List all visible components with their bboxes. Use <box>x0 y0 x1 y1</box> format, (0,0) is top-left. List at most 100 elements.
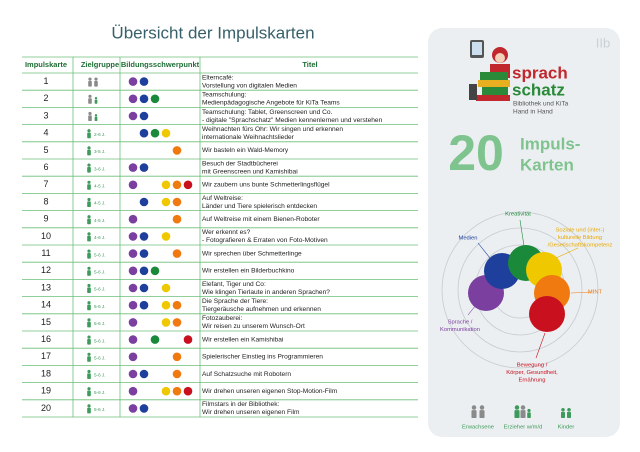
icon-head <box>88 111 92 116</box>
icon-head <box>479 405 485 410</box>
focus-dot <box>128 386 138 396</box>
icon-head <box>514 405 520 410</box>
card-number: 10 <box>41 231 51 241</box>
icon-body <box>87 287 91 293</box>
card-number: 2 <box>43 93 48 103</box>
legend-label: Erwachsene <box>462 425 494 431</box>
icon-head <box>561 407 565 412</box>
card-number: 6 <box>43 162 48 172</box>
icon-head <box>87 197 91 202</box>
focus-dot <box>172 146 182 155</box>
card-title: internationale Weihnachtslieder <box>202 134 295 141</box>
card-title: Elefant, Tiger und Co: <box>202 281 266 288</box>
icon-body <box>514 410 520 418</box>
target-group-icon <box>87 404 91 414</box>
target-group-icon <box>88 111 98 121</box>
area-label: Kommunikation <box>440 327 480 333</box>
area-label: Körper, Gesundheit, <box>506 370 558 376</box>
card-title: Wir zaubern uns bunte Schmetterlingsflüg… <box>202 182 330 189</box>
focus-dot <box>183 180 193 190</box>
target-group-icon <box>87 352 91 362</box>
target-group-icon <box>88 94 98 104</box>
card-title: Teamschulung: <box>202 92 247 99</box>
focus-dot <box>161 128 171 138</box>
column-header: Bildungsschwerpunkt <box>121 60 200 69</box>
icon-head <box>88 94 92 98</box>
target-group-icon <box>87 283 91 293</box>
focus-dot <box>128 232 138 241</box>
overview-table: Impulskarte Zielgruppe Bildungsschwerpunkt… <box>22 56 418 418</box>
card-title: Auf Weltreise: <box>202 195 243 202</box>
logo-tagline: Bibliothek und KiTa <box>513 101 569 108</box>
focus-dot <box>172 352 182 362</box>
target-group-icon <box>87 197 91 207</box>
card-count: 20 <box>448 125 504 181</box>
area-label: Kreativität <box>505 212 531 218</box>
card-title: Tiergeräusche aufnehmen und erkennen <box>202 306 321 313</box>
age-range: 5-6 J. <box>94 304 106 309</box>
legend-icon <box>514 405 531 418</box>
icon-body <box>88 81 92 87</box>
icon-head <box>87 129 91 133</box>
icon-head <box>87 335 91 339</box>
icon-body <box>87 201 91 207</box>
icon-head <box>87 387 91 391</box>
card-title: Teamschulung: Tablet, Greenscreen und Co… <box>202 109 333 116</box>
icon-head <box>94 114 98 117</box>
card-title: Wir reisen zu unserem Wunsch-Ort <box>202 323 305 330</box>
focus-dot <box>139 128 149 138</box>
area-label: Medien <box>458 236 477 242</box>
focus-dot <box>128 300 138 310</box>
column-header: Impulskarte <box>25 60 67 69</box>
count-label: Impuls- <box>520 134 580 153</box>
legend-icon <box>561 407 571 418</box>
icon-body <box>520 410 526 418</box>
card-number: 4 <box>43 128 48 138</box>
focus-dot <box>139 300 149 310</box>
focus-dot <box>139 404 149 413</box>
area-label: /Gesellschaftskompetenz <box>548 243 613 249</box>
age-range: 3-6 J. <box>94 166 106 171</box>
icon-body <box>527 412 531 418</box>
side-panel: IIb sprach schatz Bibliothek und KiTa Ha… <box>428 28 620 437</box>
focus-dot <box>128 266 138 276</box>
icon-body <box>87 321 91 328</box>
age-range: 5-6 J. <box>94 338 106 343</box>
card-title: Auf Schatzsuche mit Robotern <box>202 371 291 378</box>
logo-tagline: Hand in Hand <box>513 109 553 116</box>
icon-body <box>87 390 91 397</box>
age-range: 4-6 J. <box>94 235 106 240</box>
card-title: Wir erstellen ein Kamishibai <box>202 336 284 343</box>
focus-dot <box>150 266 160 276</box>
card-title: Besuch der Stadtbücherei <box>202 160 278 167</box>
icon-head <box>87 369 91 374</box>
focus-dot <box>139 369 149 379</box>
focus-dot <box>172 318 182 327</box>
target-group-icon <box>87 369 91 379</box>
card-number: 16 <box>41 334 51 344</box>
age-range: 2-6 J. <box>94 132 106 137</box>
icon-body <box>87 373 91 379</box>
icon-body <box>88 115 92 121</box>
focus-dot <box>172 180 182 190</box>
icon-body <box>87 218 91 225</box>
icon-head <box>87 318 91 322</box>
card-title: Wir basteln ein Wald-Memory <box>202 147 289 154</box>
card-number: 12 <box>41 265 51 275</box>
card-title: - digitale "Sprachschatz" Medien kennenl… <box>202 117 383 124</box>
card-number: 8 <box>43 196 48 206</box>
logo-illustration <box>469 40 510 101</box>
target-group-icon <box>87 387 91 397</box>
area-labels: Kreativität Soziale und (inter-)kulturell… <box>440 212 612 384</box>
focus-dot <box>150 94 160 104</box>
focus-dot <box>183 335 193 344</box>
focus-dot <box>172 249 182 258</box>
icon-head <box>87 352 91 356</box>
age-range: 5-6 J. <box>94 270 106 275</box>
card-title: Spielerischer Einstieg ins Programmieren <box>202 354 323 361</box>
focus-dot <box>150 128 160 138</box>
icon-body <box>561 411 565 418</box>
focus-dot <box>172 197 182 207</box>
area-label: Bewegung / <box>517 363 548 369</box>
target-group-icon <box>87 249 91 259</box>
